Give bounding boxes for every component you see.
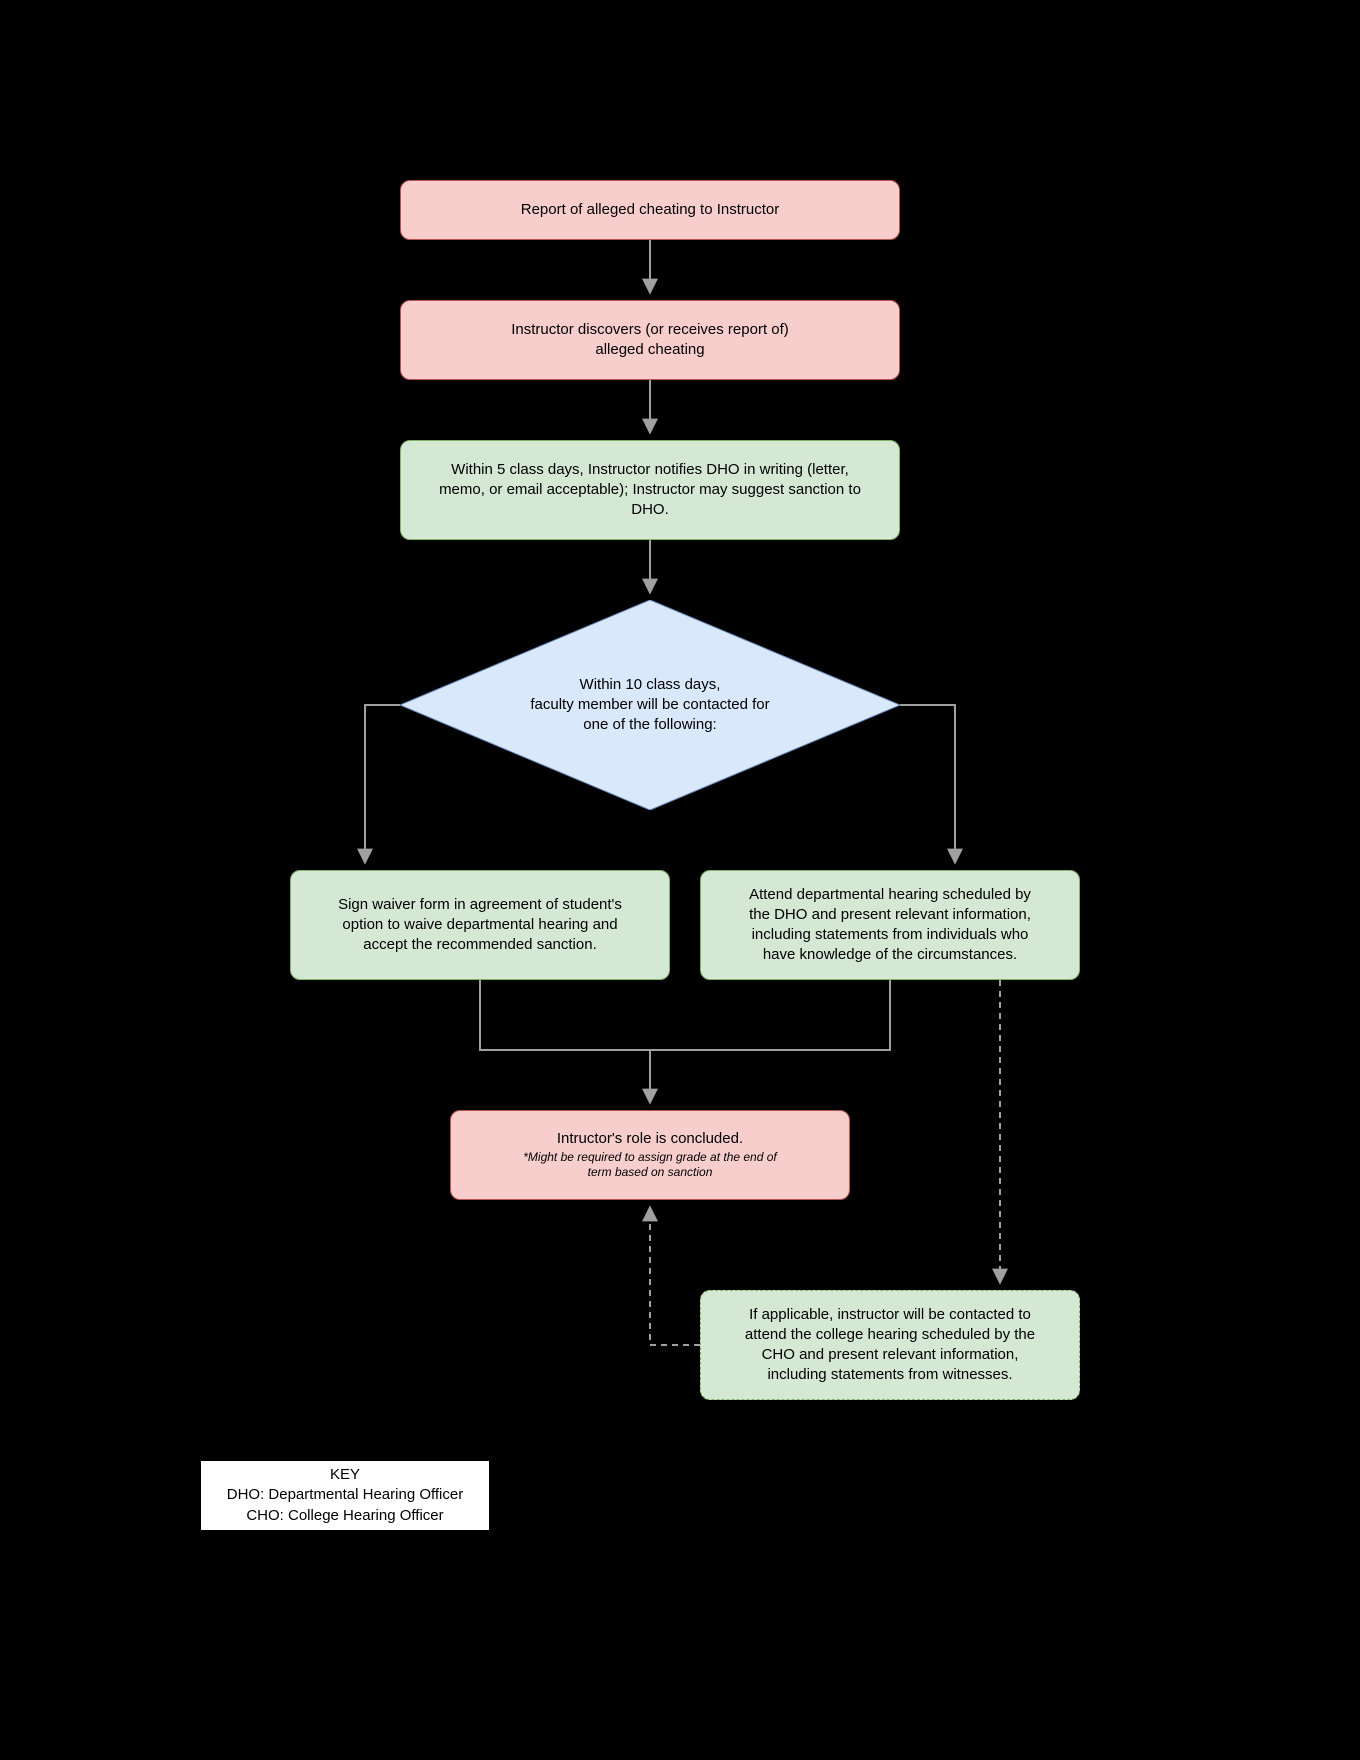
key-line2: DHO: Departmental Hearing Officer bbox=[209, 1485, 481, 1505]
node-waiver-line3: accept the recommended sanction. bbox=[363, 935, 596, 955]
node-concluded: Intructor's role is concluded. *Might be… bbox=[450, 1110, 850, 1200]
node-notify-line2: memo, or email acceptable); Instructor m… bbox=[439, 480, 861, 500]
node-dept-line1: Attend departmental hearing scheduled by bbox=[749, 885, 1031, 905]
node-concluded-line1: Intructor's role is concluded. bbox=[557, 1129, 743, 1149]
node-college-line3: CHO and present relevant information, bbox=[762, 1345, 1019, 1365]
edge-n7-n6 bbox=[650, 1208, 700, 1345]
node-discovers: Instructor discovers (or receives report… bbox=[400, 300, 900, 380]
key-line1: KEY bbox=[209, 1465, 481, 1485]
node-discovers-line1: Instructor discovers (or receives report… bbox=[511, 320, 789, 340]
key-line3: CHO: College Hearing Officer bbox=[209, 1506, 481, 1526]
node-report: Report of alleged cheating to Instructor bbox=[400, 180, 900, 240]
node-waiver: Sign waiver form in agreement of student… bbox=[290, 870, 670, 980]
node-college-line2: attend the college hearing scheduled by … bbox=[745, 1325, 1035, 1345]
node-concluded-line2: *Might be required to assign grade at th… bbox=[523, 1150, 777, 1166]
node-college-line4: including statements from witnesses. bbox=[767, 1365, 1012, 1385]
key-legend: KEY DHO: Departmental Hearing Officer CH… bbox=[200, 1460, 490, 1531]
node-report-text: Report of alleged cheating to Instructor bbox=[521, 200, 780, 220]
node-waiver-line1: Sign waiver form in agreement of student… bbox=[338, 895, 622, 915]
node-discovers-line2: alleged cheating bbox=[595, 340, 704, 360]
node-decision-line2: faculty member will be contacted for bbox=[530, 695, 769, 715]
node-decision: Within 10 class days, faculty member wil… bbox=[400, 600, 900, 810]
node-waiver-line2: option to waive departmental hearing and bbox=[342, 915, 617, 935]
node-dept-hearing: Attend departmental hearing scheduled by… bbox=[700, 870, 1080, 980]
node-college-line1: If applicable, instructor will be contac… bbox=[749, 1305, 1031, 1325]
edge-n5a-merge bbox=[480, 980, 650, 1050]
node-dept-line3: including statements from individuals wh… bbox=[752, 925, 1029, 945]
node-notify-line1: Within 5 class days, Instructor notifies… bbox=[451, 460, 849, 480]
edge-n4-n5a bbox=[365, 705, 400, 862]
node-notify-line3: DHO. bbox=[631, 500, 669, 520]
edge-n4-n5b bbox=[900, 705, 955, 862]
node-decision-line1: Within 10 class days, bbox=[530, 675, 769, 695]
node-notify-dho: Within 5 class days, Instructor notifies… bbox=[400, 440, 900, 540]
node-concluded-line3: term based on sanction bbox=[588, 1165, 713, 1181]
node-decision-line3: one of the following: bbox=[530, 715, 769, 735]
node-college-hearing: If applicable, instructor will be contac… bbox=[700, 1290, 1080, 1400]
edge-n5b-merge bbox=[650, 980, 890, 1050]
node-dept-line4: have knowledge of the circumstances. bbox=[763, 945, 1017, 965]
node-dept-line2: the DHO and present relevant information… bbox=[749, 905, 1031, 925]
key-arrow-head bbox=[339, 1450, 351, 1460]
